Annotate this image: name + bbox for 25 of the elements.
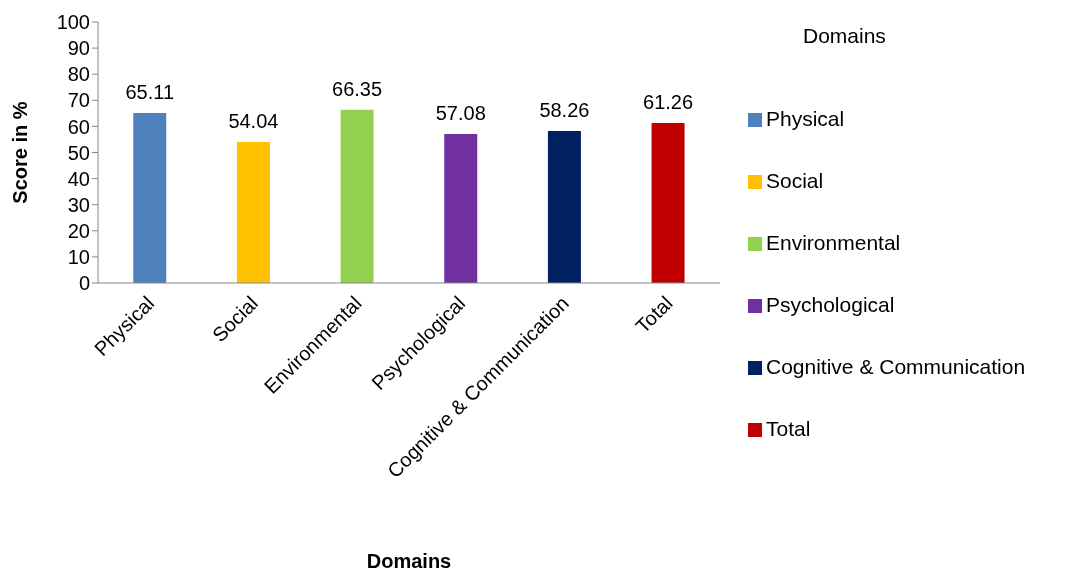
legend-label: Environmental: [766, 231, 901, 254]
legend-label: Physical: [766, 107, 845, 130]
data-label: 61.26: [643, 91, 694, 114]
x-axis-title: Domains: [366, 550, 452, 572]
y-tick-label: 0: [78, 272, 90, 295]
data-label: 66.35: [332, 77, 383, 100]
y-tick-label: 90: [67, 37, 90, 60]
y-tick-label: 50: [67, 141, 90, 164]
legend-title: Domains: [803, 24, 886, 48]
data-label: 58.26: [539, 98, 590, 121]
data-label: 54.04: [228, 109, 279, 132]
data-label: 65.11: [125, 81, 175, 104]
data-label: 57.08: [435, 102, 486, 125]
y-tick-label: 40: [67, 167, 90, 190]
y-tick-label: 100: [56, 11, 90, 34]
y-tick-label: 60: [67, 115, 90, 138]
legend-label: Social: [766, 169, 824, 192]
y-tick-label: 80: [67, 63, 90, 86]
legend-label: Cognitive & Communication: [766, 355, 1026, 378]
y-tick-label: 10: [67, 246, 90, 268]
legend-label: Total: [766, 417, 811, 440]
y-tick-label: 30: [67, 193, 90, 216]
y-tick-label: 20: [67, 219, 90, 242]
y-tick-label: 70: [67, 89, 90, 112]
y-axis-title: Score in %: [9, 101, 32, 204]
